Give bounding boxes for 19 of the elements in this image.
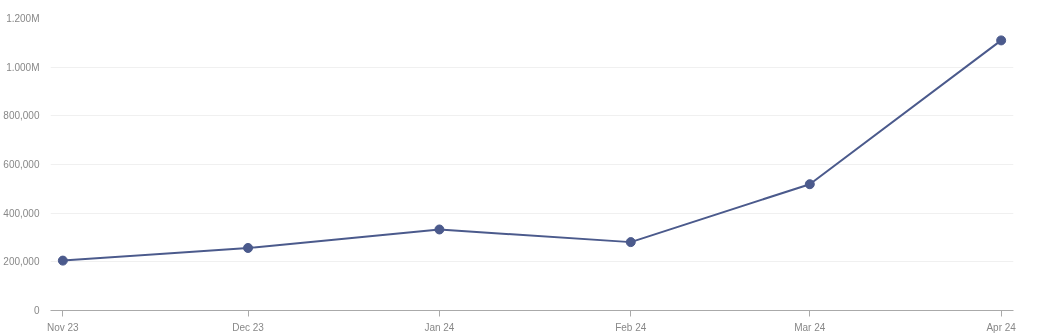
- y-tick-label: 800,000: [3, 110, 40, 122]
- y-tick-label: 400,000: [3, 207, 40, 219]
- y-tick-label: 200,000: [3, 256, 40, 268]
- point: [804, 179, 815, 190]
- x-tick-label: Jan 24: [424, 321, 455, 333]
- y-tick-label: 1.000M: [6, 61, 40, 73]
- point: [57, 255, 68, 266]
- point: [625, 237, 636, 248]
- x-tick-label: Nov 23: [47, 321, 80, 333]
- x-tick-label: Mar 24: [794, 321, 826, 333]
- x-tick-label: Apr 24: [986, 321, 1017, 333]
- point: [996, 35, 1007, 46]
- point: [434, 224, 445, 235]
- x-tick-label: Dec 23: [232, 321, 265, 333]
- point: [243, 242, 254, 253]
- x-tick-label: Feb 24: [615, 321, 647, 333]
- y-tick-label: 600,000: [3, 159, 40, 170]
- y-tick-label: 1.200M: [6, 13, 40, 24]
- y-tick-label: 0: [33, 305, 40, 316]
